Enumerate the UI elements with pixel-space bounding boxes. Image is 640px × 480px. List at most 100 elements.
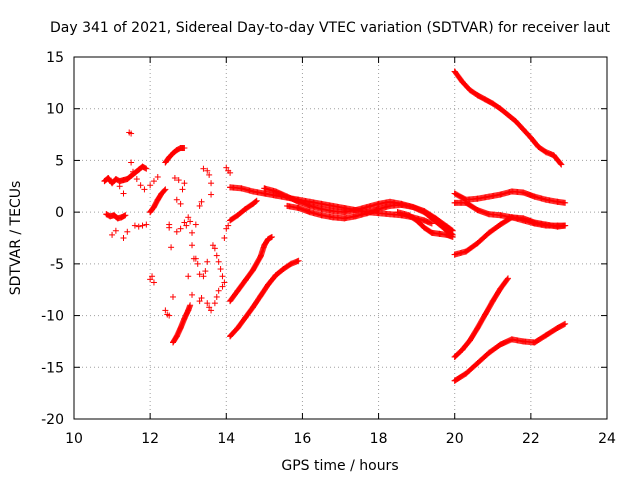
- data-point: [318, 212, 325, 219]
- data-point: [257, 253, 264, 260]
- data-point: [223, 164, 230, 171]
- data-point: [150, 178, 157, 185]
- data-point: [489, 100, 496, 107]
- data-point: [189, 229, 196, 236]
- data-point: [227, 333, 234, 340]
- data-point: [173, 228, 180, 235]
- data-point: [554, 223, 561, 230]
- data-point: [406, 212, 413, 219]
- data-point: [227, 169, 234, 176]
- data-point: [249, 267, 256, 274]
- data-point: [421, 224, 428, 231]
- data-point: [432, 218, 439, 225]
- data-point: [482, 96, 489, 103]
- data-point: [394, 209, 401, 216]
- data-point: [114, 215, 121, 222]
- data-point: [209, 242, 216, 249]
- data-point: [116, 178, 123, 185]
- data-point: [185, 214, 192, 221]
- data-point: [150, 203, 157, 210]
- data-point: [485, 229, 492, 236]
- data-point: [150, 279, 157, 286]
- data-point: [474, 240, 481, 247]
- data-point: [249, 304, 256, 311]
- data-point: [177, 324, 184, 331]
- data-point: [295, 257, 302, 264]
- data-point: [474, 195, 481, 202]
- data-point: [206, 171, 213, 178]
- data-point: [234, 212, 241, 219]
- data-point: [198, 198, 205, 205]
- data-point: [265, 281, 272, 288]
- data-point: [204, 300, 211, 307]
- data-marks: [101, 68, 569, 384]
- data-point: [103, 211, 110, 218]
- data-point: [109, 180, 116, 187]
- y-tick-labels: 15 10 5 0 -5 -10 -15 -20: [41, 50, 64, 428]
- data-point: [105, 175, 112, 182]
- y-axis-label: SDTVAR / TECUs: [8, 181, 24, 296]
- data-point: [169, 339, 176, 346]
- data-point: [139, 163, 146, 170]
- x-tick-label: 18: [370, 431, 388, 447]
- series-arc-12-rise-b: [162, 145, 188, 166]
- data-point: [128, 159, 135, 166]
- data-point: [459, 346, 466, 353]
- data-point: [451, 199, 458, 206]
- data-point: [169, 293, 176, 300]
- data-point: [173, 196, 180, 203]
- data-point: [173, 147, 180, 154]
- data-point: [147, 209, 154, 216]
- data-point: [352, 207, 359, 214]
- data-point: [147, 276, 154, 283]
- data-point: [531, 193, 538, 200]
- data-point: [166, 224, 173, 231]
- data-point: [154, 173, 161, 180]
- data-point: [179, 186, 186, 193]
- data-point: [171, 175, 178, 182]
- data-point: [112, 176, 119, 183]
- data-point: [189, 242, 196, 249]
- data-point: [185, 273, 192, 280]
- data-point: [213, 252, 220, 259]
- data-point: [497, 191, 504, 198]
- data-point: [202, 268, 209, 275]
- data-point: [284, 202, 291, 209]
- data-point: [124, 228, 131, 235]
- data-point: [149, 273, 156, 280]
- data-point: [318, 206, 325, 213]
- data-point: [485, 349, 492, 356]
- data-point: [122, 212, 129, 219]
- data-point: [118, 214, 125, 221]
- data-point: [341, 209, 348, 216]
- data-point: [409, 203, 416, 210]
- data-point: [242, 206, 249, 213]
- data-point: [261, 185, 268, 192]
- data-point: [451, 353, 458, 360]
- data-point: [162, 159, 169, 166]
- data-point: [288, 260, 295, 267]
- data-point: [272, 188, 279, 195]
- data-point: [196, 271, 203, 278]
- data-point: [166, 312, 173, 319]
- data-point: [505, 275, 512, 282]
- data-point: [512, 118, 519, 125]
- data-point: [497, 212, 504, 219]
- data-point: [217, 266, 224, 273]
- data-point: [208, 191, 215, 198]
- data-point: [364, 203, 371, 210]
- data-point: [375, 206, 382, 213]
- data-point: [128, 130, 135, 137]
- data-point: [238, 185, 245, 192]
- data-point: [192, 255, 199, 262]
- y-tick-label: 5: [55, 153, 64, 169]
- y-tick-label: -20: [41, 412, 64, 428]
- data-point: [543, 196, 550, 203]
- data-point: [137, 182, 144, 189]
- data-point: [520, 189, 527, 196]
- data-point: [208, 307, 215, 314]
- data-point: [166, 154, 173, 161]
- data-point: [257, 292, 264, 299]
- data-point: [463, 199, 470, 206]
